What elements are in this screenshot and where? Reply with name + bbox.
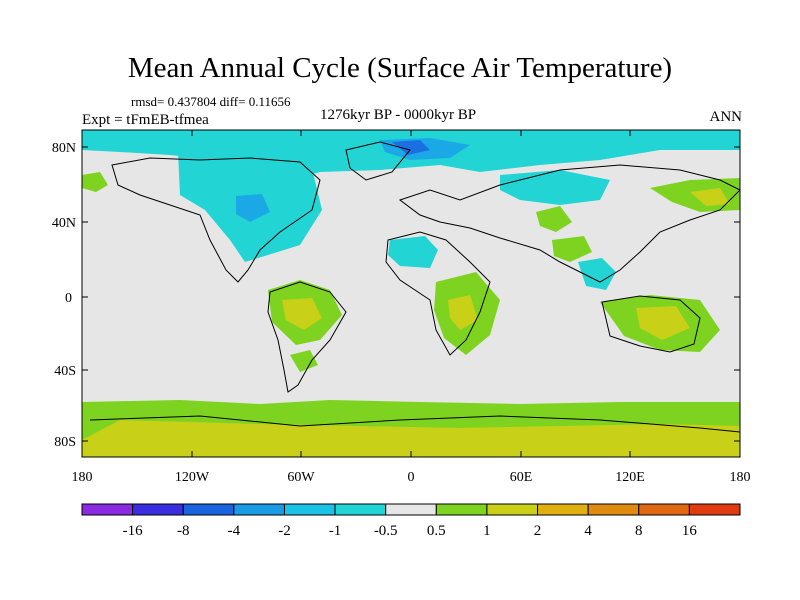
- colorbar-label: -1: [329, 523, 342, 539]
- lon-label: 180: [730, 470, 751, 485]
- lat-label: 0: [65, 291, 72, 306]
- colorbar-swatch: [638, 503, 690, 516]
- axis-ticks: [81, 130, 741, 457]
- season-label: ANN: [709, 109, 743, 125]
- colorbar-swatch: [435, 503, 488, 516]
- colorbar-label: -8: [177, 523, 190, 539]
- lat-label: 80N: [52, 141, 76, 156]
- warm-anomaly-regions: [82, 172, 740, 457]
- colorbar-label: 16: [682, 523, 698, 539]
- colorbar-label: -0.5: [374, 523, 398, 539]
- lon-label: 60W: [287, 470, 315, 485]
- stats-line: rmsd= 0.437804 diff= 0.11656: [131, 94, 291, 109]
- period-label: 1276kyr BP - 0000kyr BP: [320, 107, 477, 123]
- lon-label: 120W: [175, 470, 210, 485]
- experiment-label: Expt = tFmEB-tfmea: [82, 112, 209, 128]
- colorbar-swatch: [81, 503, 134, 516]
- lon-label: 0: [408, 470, 415, 485]
- colorbar-swatch: [233, 503, 285, 516]
- colorbar-label: 2: [534, 523, 542, 539]
- lon-label: 60E: [510, 470, 533, 485]
- colorbar-swatch: [132, 503, 184, 516]
- lat-label: 40N: [52, 216, 76, 231]
- colorbar-swatch: [283, 503, 336, 516]
- colorbar-swatch: [486, 503, 539, 516]
- lon-label: 120E: [615, 470, 645, 485]
- lat-label: 40S: [54, 364, 76, 379]
- colorbar-swatch: [587, 503, 640, 516]
- colorbar-label: -16: [123, 523, 143, 539]
- colorbar-swatch: [537, 503, 589, 516]
- colorbar-label: 1: [483, 523, 491, 539]
- lat-label: 80S: [54, 435, 76, 450]
- colorbar-label: -2: [278, 523, 291, 539]
- colorbar-label: 4: [584, 523, 592, 539]
- colorbar-label: 0.5: [427, 523, 446, 539]
- colorbar-swatch: [385, 503, 437, 516]
- colorbar-swatch: [334, 503, 387, 516]
- lon-label: 180: [72, 470, 93, 485]
- colorbar-label: 8: [635, 523, 643, 539]
- coastlines: [89, 141, 741, 433]
- colorbar-swatch: [182, 503, 235, 516]
- colorbar-swatch: [688, 503, 741, 516]
- plot-title: Mean Annual Cycle (Surface Air Temperatu…: [127, 52, 673, 84]
- colorbar-label: -4: [228, 523, 241, 539]
- cold-anomaly-regions: [82, 130, 740, 434]
